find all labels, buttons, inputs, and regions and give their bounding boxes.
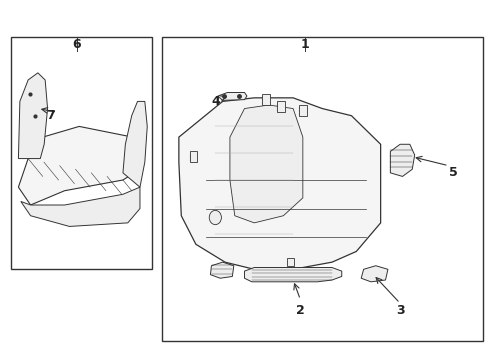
Text: 2: 2 [295,304,304,317]
Text: 6: 6 [72,38,81,51]
Bar [11,37,152,269]
Polygon shape [210,262,233,278]
Polygon shape [19,73,47,158]
Polygon shape [361,266,387,282]
Polygon shape [122,102,147,187]
Polygon shape [21,187,140,226]
Bar [287,258,293,266]
Bar [189,152,197,162]
Ellipse shape [209,210,221,225]
Bar [162,37,482,341]
Text: 5: 5 [448,166,457,179]
Text: 1: 1 [300,38,309,51]
Polygon shape [229,105,302,223]
Polygon shape [179,98,380,269]
Bar [262,94,270,105]
Polygon shape [389,144,414,176]
Polygon shape [217,93,246,100]
Polygon shape [19,126,144,205]
Bar [277,102,285,112]
Text: 3: 3 [395,304,404,317]
Text: 7: 7 [45,109,54,122]
Polygon shape [244,267,341,282]
Bar [298,105,306,116]
Text: 4: 4 [210,95,219,108]
